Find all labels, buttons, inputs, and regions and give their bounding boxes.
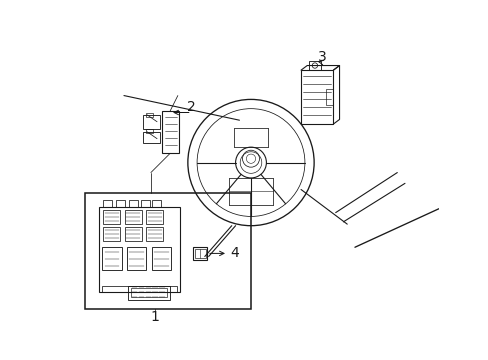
Bar <box>325 89 333 105</box>
Bar <box>103 210 120 224</box>
Bar <box>146 210 163 224</box>
Bar <box>151 199 161 207</box>
Bar <box>102 247 122 270</box>
Bar <box>131 288 167 297</box>
Bar <box>124 210 142 224</box>
Bar <box>145 130 153 133</box>
Text: 4: 4 <box>230 246 239 260</box>
Bar <box>193 247 207 260</box>
Bar <box>143 115 160 129</box>
Bar <box>99 207 180 292</box>
Bar <box>102 286 177 292</box>
Bar <box>146 227 163 241</box>
Bar <box>127 286 170 300</box>
Bar <box>143 132 160 143</box>
Bar <box>151 247 171 270</box>
Text: 1: 1 <box>150 310 159 324</box>
Bar <box>124 227 142 241</box>
Bar <box>116 199 125 207</box>
Bar <box>127 247 146 270</box>
Bar <box>308 61 321 70</box>
Bar <box>128 199 138 207</box>
Text: 3: 3 <box>318 50 326 64</box>
Bar <box>103 199 112 207</box>
Bar <box>85 193 250 309</box>
Bar <box>103 227 120 241</box>
Bar <box>194 249 205 258</box>
Bar <box>141 199 150 207</box>
Bar <box>301 70 333 124</box>
Text: 2: 2 <box>187 100 196 114</box>
Bar <box>145 113 153 117</box>
Bar <box>162 111 179 153</box>
